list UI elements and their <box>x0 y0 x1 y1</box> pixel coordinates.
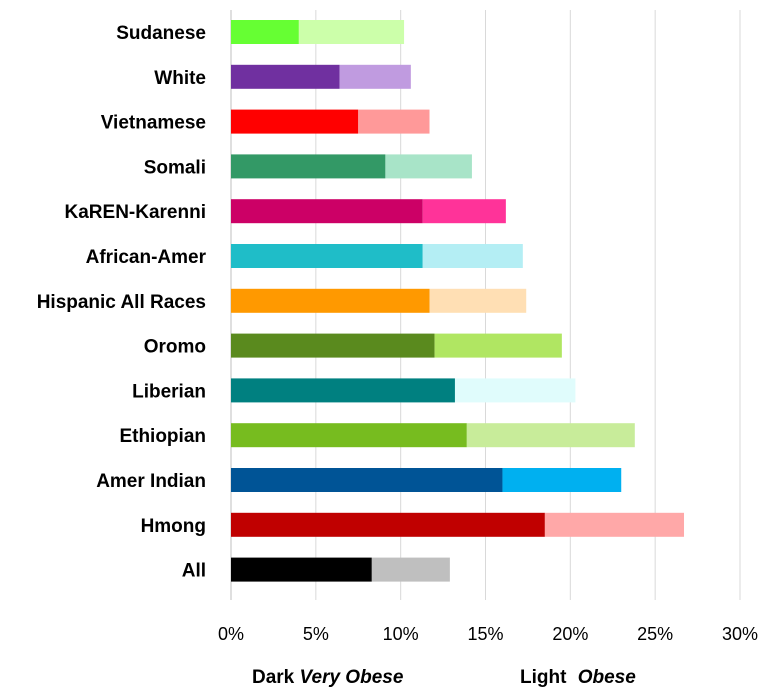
x-tick-label-2: 10% <box>383 624 419 644</box>
bar-obese-9 <box>466 423 635 448</box>
category-label-10: Amer Indian <box>96 471 206 492</box>
bar-obese-2 <box>358 109 430 134</box>
bar-obese-1 <box>339 64 411 89</box>
bar-obese-12 <box>371 557 450 582</box>
bar-very-obese-3 <box>231 154 386 179</box>
legend-light-word: Light <box>520 667 567 688</box>
category-label-8: Liberian <box>132 381 206 402</box>
bar-very-obese-5 <box>231 244 423 268</box>
bar-obese-8 <box>454 378 576 403</box>
category-label-0: Sudanese <box>116 23 206 44</box>
legend-dark: Dark Very Obese <box>252 667 403 689</box>
bar-obese-10 <box>502 468 622 492</box>
bar-very-obese-11 <box>231 512 545 537</box>
category-label-1: White <box>154 68 206 89</box>
bar-very-obese-10 <box>231 468 503 492</box>
x-tick-label-6: 30% <box>722 624 758 644</box>
legend-light: Light Obese <box>520 667 636 689</box>
category-label-3: Somali <box>144 157 206 178</box>
legend-dark-series: Very Obese <box>299 667 404 688</box>
bar-very-obese-2 <box>231 109 359 134</box>
bar-very-obese-8 <box>231 378 455 403</box>
x-tick-label-3: 15% <box>467 624 503 644</box>
bar-very-obese-0 <box>231 20 299 44</box>
bar-very-obese-9 <box>231 423 467 448</box>
x-tick-label-5: 25% <box>637 624 673 644</box>
bar-obese-3 <box>385 154 472 179</box>
bar-very-obese-4 <box>231 199 423 224</box>
bar-obese-7 <box>434 333 562 358</box>
legend-dark-word: Dark <box>252 667 295 688</box>
x-tick-label-1: 5% <box>303 624 329 644</box>
category-label-12: All <box>182 561 206 582</box>
bar-obese-11 <box>544 512 685 537</box>
category-label-7: Oromo <box>144 337 206 358</box>
bar-obese-6 <box>429 288 527 313</box>
bar-very-obese-12 <box>231 557 372 582</box>
x-tick-label-4: 20% <box>552 624 588 644</box>
bar-obese-5 <box>422 244 523 268</box>
category-label-11: Hmong <box>141 516 206 537</box>
category-label-4: KaREN-Karenni <box>65 202 206 223</box>
bar-obese-0 <box>298 20 405 44</box>
bar-very-obese-7 <box>231 333 435 358</box>
category-label-9: Ethiopian <box>119 426 206 447</box>
x-tick-label-0: 0% <box>218 624 244 644</box>
category-label-6: Hispanic All Races <box>37 292 206 313</box>
bar-obese-4 <box>422 199 506 224</box>
bar-very-obese-1 <box>231 64 340 89</box>
legend-light-series: Obese <box>577 667 636 688</box>
category-label-5: African-Amer <box>86 247 207 268</box>
category-label-2: Vietnamese <box>101 113 206 134</box>
bar-very-obese-6 <box>231 288 430 313</box>
